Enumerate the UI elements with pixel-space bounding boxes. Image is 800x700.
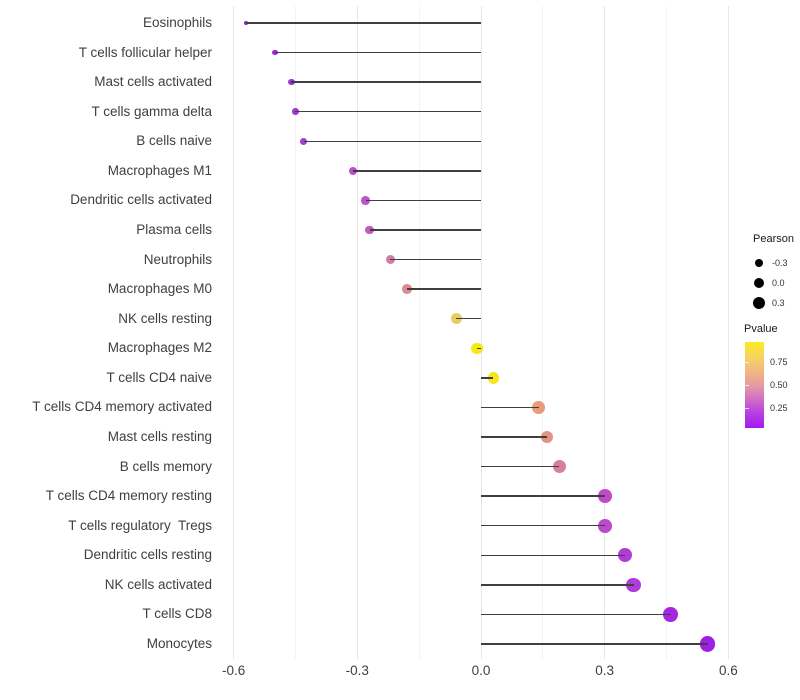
stem-line	[406, 288, 481, 290]
x-tick-label: 0.6	[718, 663, 738, 678]
gridline-minor	[418, 6, 420, 659]
plot-panel	[222, 6, 746, 659]
stem-line	[390, 258, 481, 261]
colorbar-tick-label: 0.25	[770, 403, 788, 413]
stem-line	[476, 347, 481, 349]
category-label: Plasma cells	[136, 221, 212, 237]
category-label: Macrophages M0	[107, 281, 212, 297]
category-label: T cells CD4 memory activated	[32, 399, 212, 415]
category-label: T cells follicular helper	[78, 44, 212, 60]
category-label: NK cells resting	[118, 310, 212, 326]
stem-line	[291, 81, 481, 83]
size-legend-label: 0.0	[772, 278, 785, 288]
size-legend-label: 0.3	[772, 298, 785, 308]
gridline-minor	[542, 6, 544, 659]
data-point-dot	[700, 636, 716, 652]
gridline-minor	[666, 6, 668, 659]
stem-line	[274, 51, 481, 54]
category-label: Mast cells activated	[94, 74, 212, 90]
category-label: Eosinophils	[142, 15, 212, 30]
category-label: Macrophages M1	[107, 162, 212, 178]
stem-line	[481, 495, 605, 497]
colorbar-tick	[745, 362, 749, 363]
stem-line	[481, 436, 547, 438]
category-label: B cells naive	[136, 133, 212, 149]
category-label: T cells CD4 memory resting	[45, 488, 212, 504]
stem-line	[481, 554, 626, 556]
gridline-major	[480, 6, 482, 659]
stem-line	[245, 22, 481, 24]
x-tick-label: -0.3	[345, 663, 369, 678]
x-tick-label: -0.6	[221, 663, 246, 678]
x-tick-label: 0.0	[471, 663, 491, 678]
gridline-minor	[294, 6, 296, 659]
size-legend-dot	[754, 258, 764, 268]
category-label: T cells CD8	[142, 606, 212, 622]
category-label: NK cells activated	[104, 576, 212, 592]
category-label: Dendritic cells resting	[83, 547, 212, 563]
category-label: T cells gamma delta	[91, 103, 212, 119]
data-point-dot	[471, 342, 483, 354]
data-point-dot	[271, 49, 278, 56]
stem-line	[481, 524, 605, 527]
stem-line	[481, 643, 708, 645]
stem-line	[481, 584, 634, 586]
stem-line	[456, 318, 481, 320]
gridline-major	[233, 6, 235, 659]
category-label: T cells CD4 naive	[106, 369, 212, 385]
category-label: Dendritic cells activated	[70, 192, 212, 208]
gridline-major	[356, 6, 358, 659]
stem-line	[353, 170, 481, 172]
category-label: Mast cells resting	[107, 428, 212, 444]
x-tick-label: 0.3	[595, 663, 615, 678]
stem-line	[303, 140, 481, 142]
colorbar-tick	[745, 408, 749, 409]
category-label: B cells memory	[119, 458, 212, 474]
gridline-major	[727, 6, 729, 659]
stem-line	[295, 111, 481, 113]
colorbar-tick-label: 0.75	[770, 357, 788, 367]
stem-line	[369, 229, 481, 231]
colorbar-tick-label: 0.50	[770, 380, 788, 390]
category-label: Monocytes	[146, 635, 212, 651]
size-legend-dot	[753, 277, 765, 289]
pvalue-colorbar	[745, 342, 764, 428]
gridline-major	[604, 6, 606, 659]
category-label: Neutrophils	[143, 251, 212, 267]
stem-line	[365, 199, 481, 202]
category-label: T cells regulatory Tregs	[68, 517, 212, 533]
stem-line	[481, 377, 494, 379]
stem-line	[481, 465, 560, 468]
category-label: Macrophages M2	[107, 340, 212, 356]
size-legend-label: -0.3	[772, 258, 788, 268]
stem-line	[481, 613, 671, 616]
color-legend-title: Pvalue	[744, 323, 778, 335]
size-legend-dot	[752, 296, 766, 310]
data-point-dot	[487, 371, 500, 384]
stem-line	[481, 406, 539, 409]
data-point-dot	[540, 430, 554, 444]
colorbar-tick	[745, 385, 749, 386]
size-legend-title: Pearson	[753, 233, 794, 245]
